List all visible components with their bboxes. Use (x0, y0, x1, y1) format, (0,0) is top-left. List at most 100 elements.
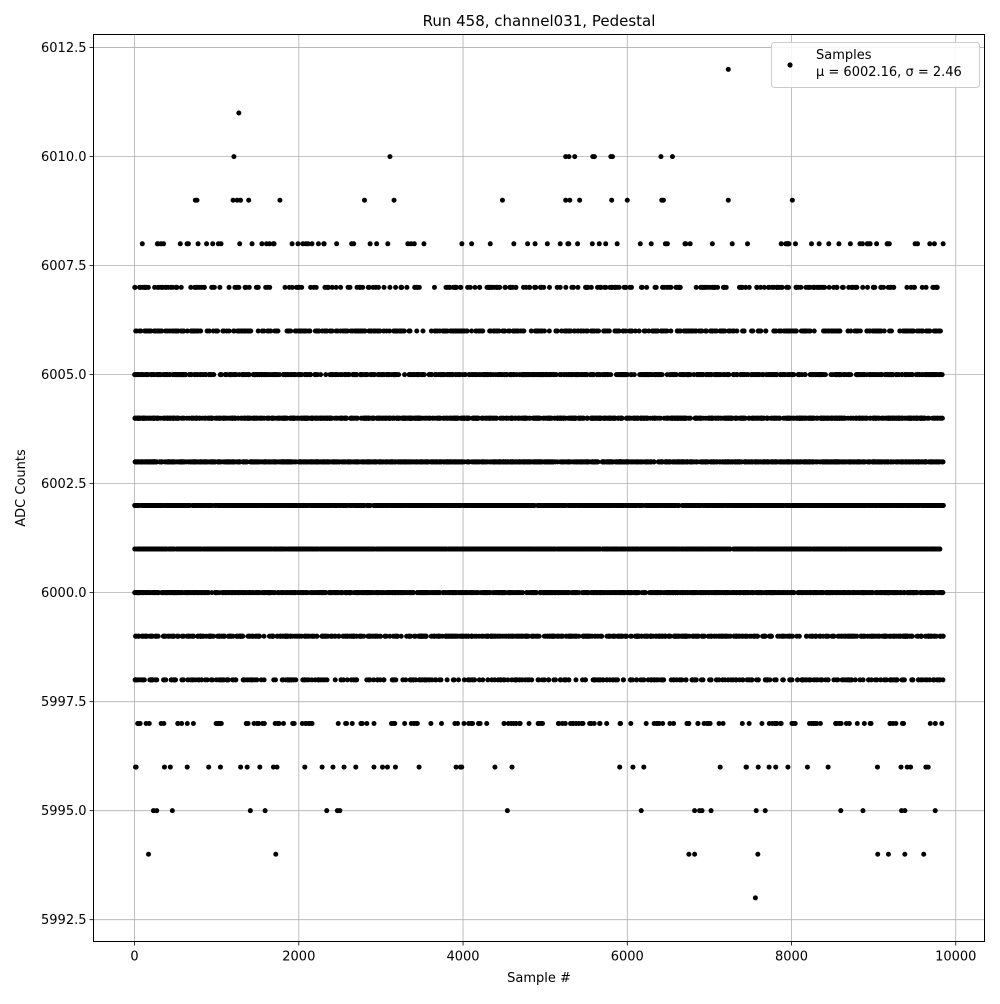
data-point (209, 634, 214, 639)
data-point (736, 634, 741, 639)
data-point (359, 721, 364, 726)
data-point (849, 634, 854, 639)
data-point (788, 677, 793, 682)
data-point (245, 765, 250, 770)
data-point (343, 721, 348, 726)
data-point (638, 677, 643, 682)
data-point (210, 547, 215, 552)
data-point (940, 677, 945, 682)
data-point (144, 721, 149, 726)
data-point (939, 590, 944, 595)
data-point (692, 677, 697, 682)
data-point (785, 590, 790, 595)
data-point (411, 590, 416, 595)
data-point (773, 590, 778, 595)
data-point (542, 677, 547, 682)
data-point (810, 634, 815, 639)
data-point (598, 721, 603, 726)
data-point (302, 765, 307, 770)
data-point (715, 590, 720, 595)
data-point (333, 677, 338, 682)
data-point (244, 547, 249, 552)
data-point (835, 547, 840, 552)
data-point (372, 721, 377, 726)
data-point (417, 765, 422, 770)
data-point (902, 677, 907, 682)
data-point (520, 547, 525, 552)
data-point (869, 634, 874, 639)
data-point (634, 677, 639, 682)
data-point (635, 634, 640, 639)
data-point (187, 547, 192, 552)
data-point (781, 677, 786, 682)
data-point (370, 590, 375, 595)
data-point (171, 634, 176, 639)
data-point (934, 547, 939, 552)
data-point (287, 677, 292, 682)
data-point (164, 590, 169, 595)
data-point (654, 677, 659, 682)
data-point (470, 590, 475, 595)
data-point (886, 590, 891, 595)
data-point (881, 547, 886, 552)
data-point (511, 634, 516, 639)
data-point (259, 677, 264, 682)
data-point (366, 634, 371, 639)
data-point (933, 721, 938, 726)
data-point (804, 634, 809, 639)
data-point (393, 634, 398, 639)
data-point (424, 677, 429, 682)
data-point (654, 721, 659, 726)
data-point (926, 634, 931, 639)
data-point (484, 721, 489, 726)
data-point (321, 590, 326, 595)
data-point (402, 721, 407, 726)
data-point (264, 547, 269, 552)
data-point (767, 721, 772, 726)
data-point (766, 547, 771, 552)
data-point (686, 547, 691, 552)
data-point (794, 547, 799, 552)
data-point (185, 721, 190, 726)
data-point (645, 634, 650, 639)
data-point (686, 721, 691, 726)
data-point (573, 677, 578, 682)
data-point (299, 547, 304, 552)
data-point (734, 547, 739, 552)
data-point (635, 590, 640, 595)
data-point (524, 634, 529, 639)
data-point (161, 677, 166, 682)
data-point (352, 634, 357, 639)
data-point (727, 547, 732, 552)
data-point (807, 721, 812, 726)
data-point (459, 634, 464, 639)
data-point (339, 677, 344, 682)
data-point (756, 677, 761, 682)
data-point (142, 677, 147, 682)
data-point (514, 677, 519, 682)
data-point (514, 721, 519, 726)
data-point (928, 721, 933, 726)
data-point (447, 634, 452, 639)
data-point (271, 765, 276, 770)
data-point (206, 765, 211, 770)
data-point (302, 677, 307, 682)
data-point (598, 590, 603, 595)
data-point (539, 721, 544, 726)
data-point (396, 590, 401, 595)
data-point (849, 677, 854, 682)
data-point (251, 590, 256, 595)
data-point (924, 547, 929, 552)
data-point (743, 590, 748, 595)
data-point (567, 590, 572, 595)
data-point (330, 547, 335, 552)
data-point (451, 677, 456, 682)
data-point (674, 677, 679, 682)
data-point (241, 590, 246, 595)
data-point (551, 677, 556, 682)
data-point (882, 677, 887, 682)
data-point (293, 677, 298, 682)
data-point (201, 547, 206, 552)
data-point (238, 765, 243, 770)
data-point (551, 634, 556, 639)
